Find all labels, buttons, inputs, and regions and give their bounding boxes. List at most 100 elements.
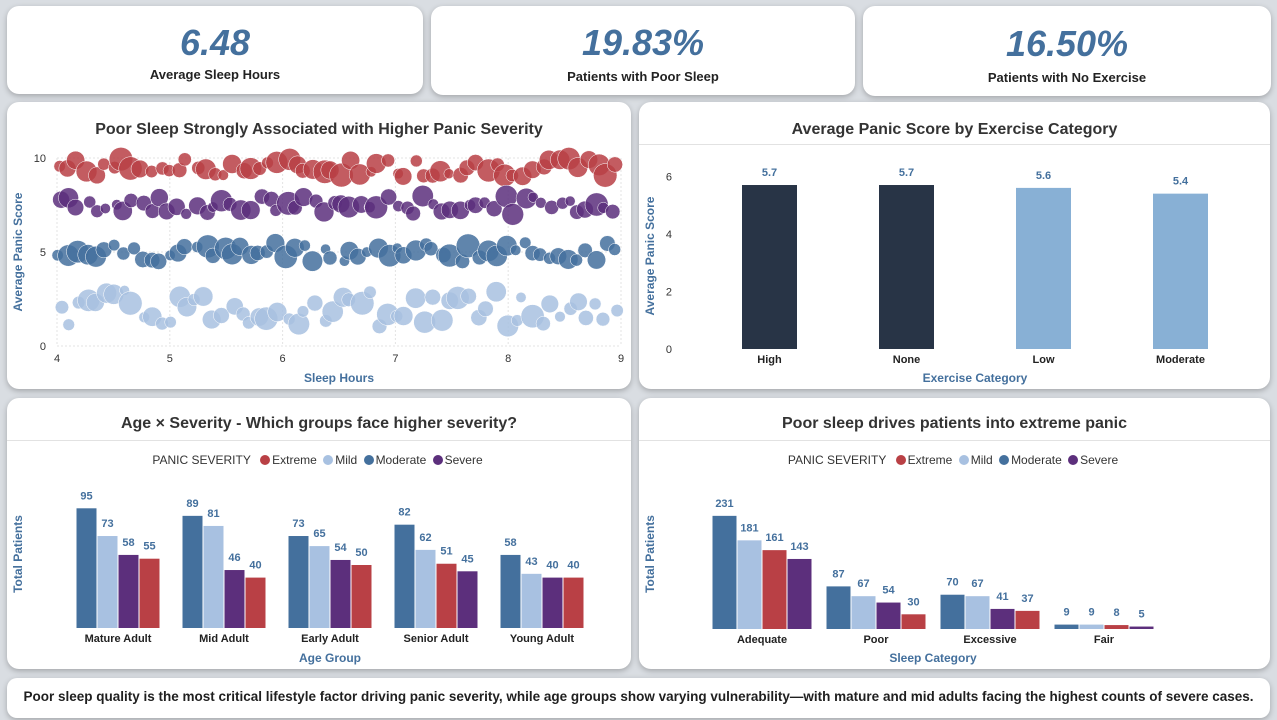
legend-item-moderate[interactable]: Moderate: [363, 453, 426, 467]
x-tick-label: Early Adult: [301, 633, 359, 645]
data-point: [485, 281, 507, 303]
data-point: [605, 204, 621, 220]
legend-item-severe[interactable]: Severe: [432, 453, 483, 467]
bar: [245, 577, 266, 628]
data-point: [66, 198, 84, 216]
kpi-label: Patients with Poor Sleep: [567, 69, 719, 84]
insight-text: Poor sleep quality is the most critical …: [23, 689, 1254, 704]
data-point: [108, 239, 121, 252]
data-label: 81: [207, 508, 219, 520]
legend-item-extreme[interactable]: Extreme: [260, 453, 317, 467]
data-label: 43: [525, 556, 537, 568]
title-divider: [639, 440, 1270, 441]
data-label: 54: [882, 585, 895, 597]
x-tick-label: 6: [280, 353, 286, 365]
bar: [457, 571, 478, 628]
legend-dot-icon: [999, 455, 1010, 465]
bar: [394, 524, 415, 628]
legend-item-mild[interactable]: Mild: [958, 453, 993, 467]
legend-item-mild[interactable]: Mild: [323, 453, 357, 467]
data-label: 181: [740, 522, 758, 534]
x-axis-title: Sleep Hours: [304, 371, 374, 385]
data-point: [306, 294, 324, 312]
data-point: [485, 200, 503, 217]
legend-label: Severe: [444, 453, 483, 467]
kpi-value: 6.48: [179, 22, 251, 63]
data-point: [118, 291, 143, 316]
data-point: [423, 241, 439, 257]
bar: [97, 536, 118, 628]
bar: [330, 559, 351, 628]
data-point: [443, 168, 455, 179]
bar: [118, 554, 139, 628]
legend-dot-icon: [323, 455, 334, 465]
chart-title: Poor Sleep Strongly Associated with High…: [95, 121, 543, 138]
data-point: [54, 300, 69, 315]
bar: [851, 596, 876, 629]
legend-dot-icon: [1068, 455, 1079, 465]
x-tick-label: 5: [167, 353, 173, 365]
data-label: 70: [946, 577, 958, 589]
data-label: 9: [1063, 607, 1069, 619]
data-point: [394, 167, 413, 186]
y-axis-title: Average Panic Score: [643, 196, 657, 315]
x-tick-label: 9: [618, 353, 624, 365]
data-point: [578, 310, 594, 326]
data-point: [410, 154, 423, 168]
legend-label: Severe: [1080, 453, 1119, 467]
x-axis-title: Exercise Category: [923, 371, 1028, 385]
data-point: [363, 285, 377, 299]
data-point: [213, 307, 230, 324]
data-point: [380, 188, 397, 206]
age-severity-chart-card: Age × Severity - Which groups face highe…: [7, 398, 631, 669]
sleep-category-bar-chart: 231 181 161 143 Adequate 87 67 54 30 Poor 70 67 41 37…: [643, 498, 1154, 665]
data-point: [405, 205, 421, 222]
data-label: 40: [567, 560, 579, 572]
y-tick-label: 0: [666, 344, 672, 356]
data-point: [405, 287, 427, 309]
data-point: [127, 241, 141, 256]
data-label: 5.6: [1036, 170, 1051, 182]
data-point: [321, 300, 344, 323]
data-point: [217, 169, 229, 181]
bar: [876, 602, 901, 629]
bar: [787, 558, 812, 629]
data-point: [515, 292, 527, 303]
bar: [288, 536, 309, 628]
exercise-bar-chart: 0 2 4 6 5.7 High 5.7 None 5.6 Low 5.4 Moderate Exerc…: [643, 167, 1208, 385]
y-axis-title: Total Patients: [643, 515, 657, 593]
bar: [436, 563, 457, 628]
chart-title: Age × Severity - Which groups face highe…: [120, 415, 518, 432]
bar: [712, 515, 737, 629]
data-point: [535, 316, 551, 332]
data-point: [595, 312, 611, 327]
x-tick-label: 7: [392, 353, 398, 365]
y-tick-label: 6: [666, 171, 672, 183]
bar: [1054, 624, 1079, 629]
data-label: 82: [398, 507, 410, 519]
legend-item-severe[interactable]: Severe: [1068, 453, 1118, 467]
chart-title: Average Panic Score by Exercise Category: [791, 121, 1118, 138]
data-label: 46: [228, 552, 240, 564]
y-axis-title: Average Panic Score: [11, 192, 25, 311]
data-point: [150, 252, 168, 270]
bar: [990, 608, 1015, 629]
legend-dot-icon: [363, 455, 374, 465]
sleep-category-chart-card: Poor sleep drives patients into extreme …: [639, 398, 1270, 669]
legend-item-moderate[interactable]: Moderate: [999, 453, 1062, 467]
data-point: [322, 250, 338, 266]
data-label: 5: [1138, 609, 1144, 621]
data-point: [527, 191, 539, 203]
bar: [203, 525, 224, 628]
data-point: [577, 242, 593, 258]
legend-item-extreme[interactable]: Extreme: [895, 453, 952, 467]
chart-legend: PANIC SEVERITY Extreme Mild Moderate Sev…: [639, 453, 1270, 467]
bar: [1015, 610, 1040, 629]
data-label: 95: [80, 490, 92, 502]
data-point: [99, 203, 111, 214]
bar: [415, 549, 436, 628]
data-label: 51: [440, 546, 452, 558]
x-tick-label: Excessive: [963, 634, 1016, 646]
data-label: 5.4: [1173, 176, 1189, 188]
data-point: [267, 302, 288, 322]
